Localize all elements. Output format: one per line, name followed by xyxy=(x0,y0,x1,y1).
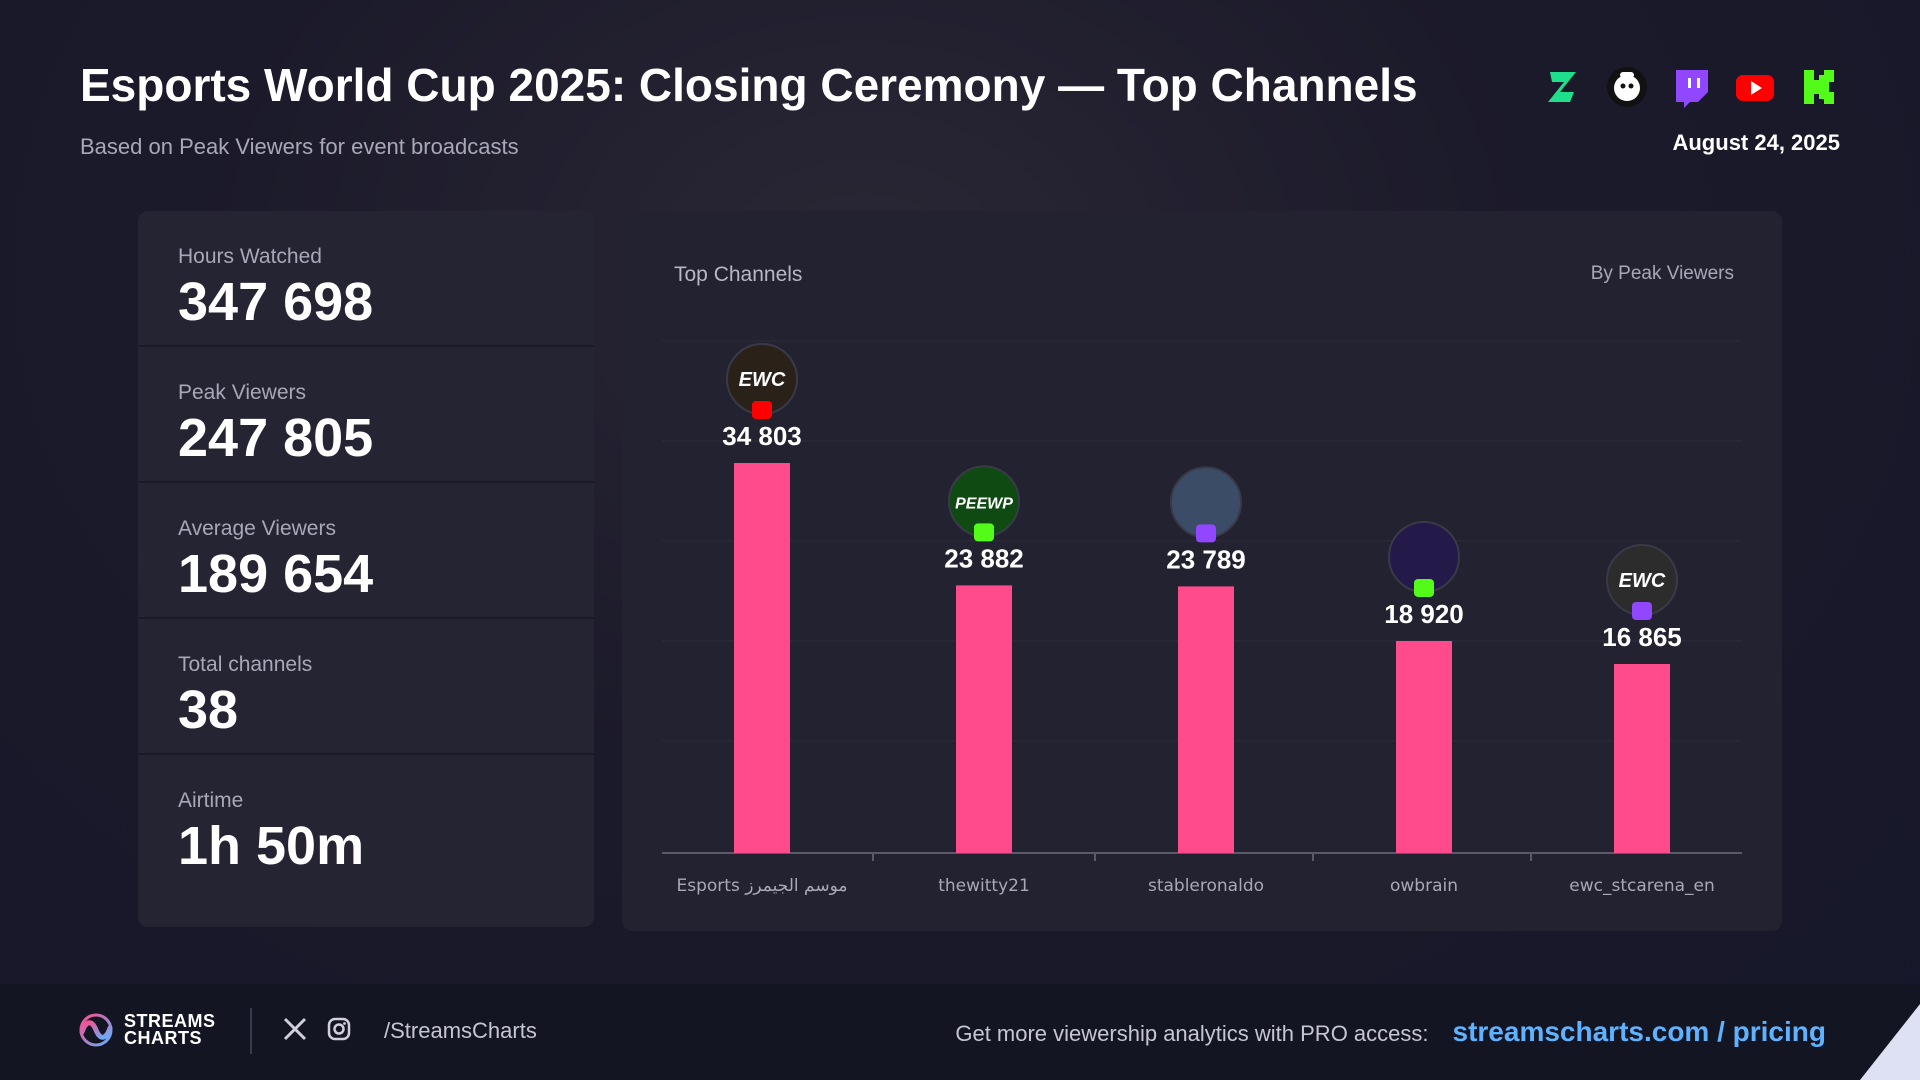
stat-airtime: Airtime 1h 50m xyxy=(138,755,594,891)
youtube-icon xyxy=(1734,66,1776,108)
divider xyxy=(250,1008,252,1054)
pricing-link[interactable]: streamscharts.com / pricing xyxy=(1452,1016,1826,1047)
avatar-text: PEEWP xyxy=(955,495,1013,512)
twitch-icon xyxy=(1670,66,1712,108)
platform-icons xyxy=(1542,66,1840,108)
page-title: Esports World Cup 2025: Closing Ceremony… xyxy=(80,59,1418,111)
kick-badge-icon xyxy=(974,523,994,542)
chart-panel: 34 803 EWC Esports موسم الجيمرز 23 882 PEEWP… xyxy=(622,211,1782,931)
stat-label: Hours Watched xyxy=(178,245,322,268)
chart-metric-label: By Peak Viewers xyxy=(1590,263,1734,284)
footer: STREAMS CHARTS /StreamsCharts Get more v… xyxy=(0,984,1920,1080)
category-label: ewc_stcarena_en xyxy=(1569,876,1715,896)
kick-badge-icon xyxy=(1414,578,1434,597)
x-icon[interactable] xyxy=(282,1016,308,1042)
stat-value: 38 xyxy=(178,680,239,740)
kick-icon xyxy=(1798,66,1840,108)
stat-hours-watched: Hours Watched 347 698 xyxy=(138,211,594,347)
data-label: 34 803 xyxy=(722,421,802,451)
stat-value: 247 805 xyxy=(178,408,374,468)
category-label: Esports موسم الجيمرز xyxy=(677,876,848,896)
stat-label: Total channels xyxy=(178,653,313,676)
twitch-badge-icon xyxy=(1632,602,1652,621)
social-handle[interactable]: /StreamsCharts xyxy=(384,1018,537,1043)
promo-text: Get more viewership analytics with PRO a… xyxy=(955,1021,1429,1046)
avatar-text: EWC xyxy=(1619,570,1666,592)
stat-average-viewers: Average Viewers 189 654 xyxy=(138,483,594,619)
category-label: owbrain xyxy=(1390,876,1458,896)
chart-title: Top Channels xyxy=(674,263,803,286)
stat-label: Peak Viewers xyxy=(178,381,307,404)
bar-chart: 34 803 EWC Esports موسم الجيمرز 23 882 PEEWP… xyxy=(662,340,1742,896)
instagram-icon[interactable] xyxy=(326,1016,352,1042)
logo-line1: STREAMS xyxy=(124,1011,216,1031)
stat-label: Airtime xyxy=(178,789,244,812)
stat-value: 189 654 xyxy=(178,544,374,604)
stat-peak-viewers: Peak Viewers 247 805 xyxy=(138,347,594,483)
stat-value: 1h 50m xyxy=(178,816,365,876)
bar xyxy=(1396,640,1452,853)
youtube-badge-icon xyxy=(752,401,772,419)
stat-label: Average Viewers xyxy=(178,517,336,540)
stat-total-channels: Total channels 38 xyxy=(138,619,594,755)
streamscharts-logo-icon xyxy=(79,1013,113,1047)
page-subtitle: Based on Peak Viewers for event broadcas… xyxy=(80,134,519,159)
twitch-badge-icon xyxy=(1196,524,1216,543)
category-label: thewitty21 xyxy=(938,876,1030,896)
data-label: 16 865 xyxy=(1602,622,1682,652)
stats-panel: Hours Watched 347 698 Peak Viewers 247 8… xyxy=(138,211,594,927)
avatar-text: EWC xyxy=(739,369,786,391)
bar xyxy=(1178,586,1234,853)
streamscharts-logo[interactable]: STREAMS CHARTS xyxy=(78,1012,216,1048)
bar xyxy=(956,585,1012,853)
logo-line2: CHARTS xyxy=(124,1028,202,1048)
category-label: stableronaldo xyxy=(1148,876,1264,896)
bar xyxy=(1614,664,1670,853)
data-label: 23 789 xyxy=(1166,544,1246,574)
promo: Get more viewership analytics with PRO a… xyxy=(955,1016,1826,1048)
trovo-icon xyxy=(1606,66,1648,108)
corner-decoration xyxy=(1860,1004,1920,1080)
bar xyxy=(734,463,790,853)
stat-value: 347 698 xyxy=(178,272,374,332)
data-label: 23 882 xyxy=(944,543,1024,573)
event-date: August 24, 2025 xyxy=(1672,130,1840,155)
data-label: 18 920 xyxy=(1384,599,1464,629)
social-icons xyxy=(282,1016,352,1042)
zapper-icon xyxy=(1542,66,1584,108)
